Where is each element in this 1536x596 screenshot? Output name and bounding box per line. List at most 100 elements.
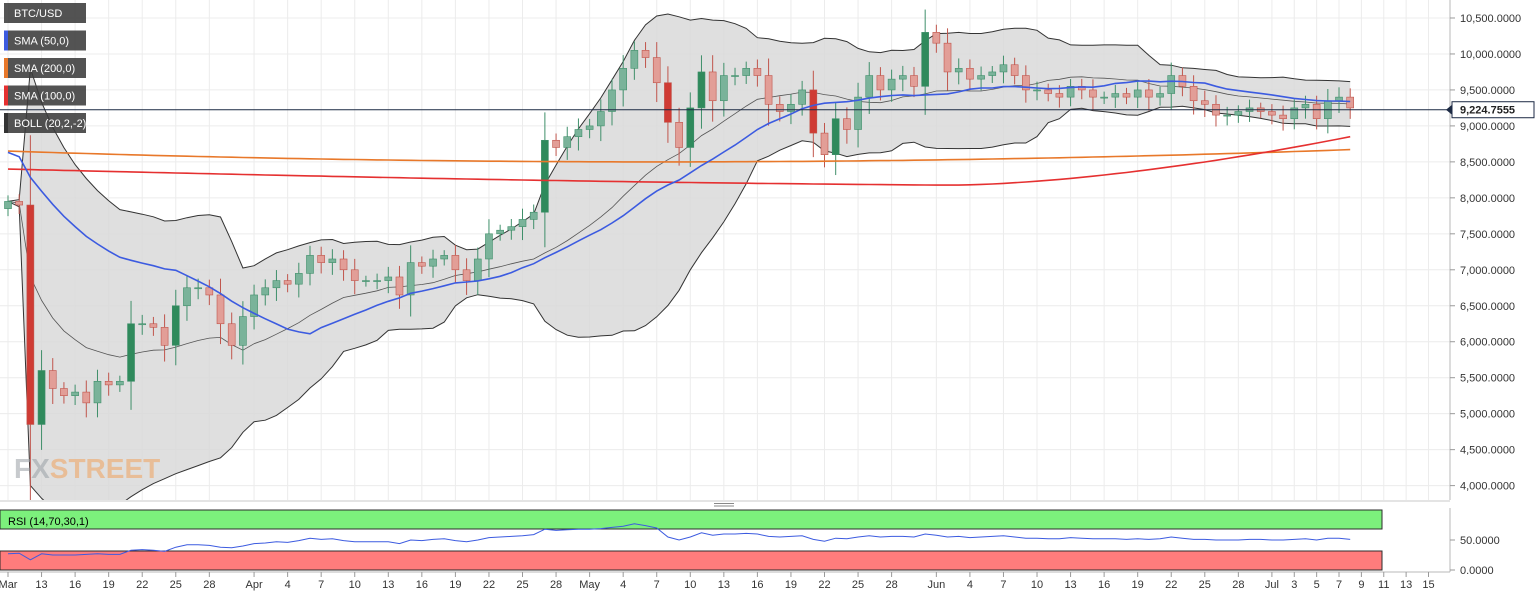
time-tick-label: 28 — [1232, 579, 1244, 591]
candle-body — [429, 258, 437, 267]
candle-body — [4, 201, 12, 209]
candle-body — [183, 287, 191, 307]
price-tick-label: 5,500.0000 — [1460, 373, 1515, 385]
price-tick-label: 6,500.0000 — [1460, 301, 1515, 313]
candle-body — [764, 75, 773, 105]
sma-50-line — [7, 80, 1351, 335]
time-tick-label: 13 — [1064, 579, 1076, 591]
legend-color-swatch — [4, 30, 8, 51]
sma-200-line — [7, 148, 1351, 163]
price-tick-label: 8,500.0000 — [1460, 157, 1515, 169]
watermark-part1: FX — [14, 453, 50, 484]
candle-body — [865, 75, 874, 98]
candle-body — [71, 391, 79, 396]
bollinger-lower-line — [7, 105, 1351, 500]
candle-body — [966, 68, 974, 80]
candle-body — [1335, 96, 1343, 102]
time-tick-label: 19 — [449, 579, 461, 591]
time-tick-label: Apr — [246, 579, 263, 591]
time-tick-label: May — [579, 579, 600, 591]
legend-color-swatch — [4, 3, 8, 23]
candle-body — [451, 255, 460, 271]
price-tick-label: 10,500.0000 — [1460, 13, 1521, 25]
legend-item-label: BOLL (20,2,-2) — [14, 118, 86, 130]
legend-item-label: SMA (100,0) — [14, 91, 75, 103]
candle-body — [261, 287, 270, 296]
candle-body — [272, 280, 281, 289]
price-tick-label: 9,000.0000 — [1460, 121, 1515, 133]
legend-item[interactable]: BOLL (20,2,-2) — [4, 113, 86, 133]
time-tick-label: 22 — [136, 579, 148, 591]
candle-body — [597, 111, 605, 127]
candle-body — [473, 258, 482, 281]
candle-body — [328, 258, 337, 263]
candle-body — [686, 107, 695, 148]
candle-body — [1167, 75, 1176, 94]
rsi-oversold-zone — [0, 550, 1383, 571]
legend-item-bg — [4, 30, 86, 51]
legend-item[interactable]: SMA (200,0) — [4, 58, 86, 78]
current-price-label: 9,224.7555 — [1446, 101, 1535, 119]
legend-item-label: SMA (200,0) — [14, 63, 75, 75]
time-tick-label: 7 — [1336, 579, 1342, 591]
rsi-axis: 0.0000 50.0000 — [1450, 535, 1500, 577]
price-tick-label: 4,500.0000 — [1460, 445, 1515, 457]
legend-item-label: BTC/USD — [14, 8, 62, 20]
indicator-legend[interactable]: BTC/USD SMA (50,0) SMA (200,0) SMA (100,0) B… — [4, 3, 86, 133]
price-tick-label: 9,500.0000 — [1460, 85, 1515, 97]
candle-body — [82, 391, 91, 404]
candle-body — [216, 294, 225, 325]
rsi-label: RSI (14,70,30,1) — [8, 516, 89, 528]
candle-body — [507, 226, 516, 231]
candle-body — [1234, 111, 1243, 116]
time-tick-label: Mar — [0, 579, 18, 591]
candle-body — [362, 280, 370, 282]
candle-body — [1290, 107, 1299, 120]
legend-item-bg — [4, 113, 86, 133]
candle-body — [406, 262, 415, 296]
price-tick-label: 5,000.0000 — [1460, 409, 1515, 421]
price-tick-label: 10,000.0000 — [1460, 49, 1521, 61]
candle-body — [932, 32, 941, 44]
candle-body — [339, 258, 348, 271]
candle-body — [910, 75, 918, 87]
time-tick-label: 5 — [1314, 579, 1320, 591]
candle-body — [1010, 64, 1019, 76]
time-tick-label: 4 — [285, 579, 291, 591]
candle-body — [820, 132, 829, 155]
time-tick-label: Jul — [1265, 579, 1279, 591]
candle-body — [854, 96, 862, 130]
time-tick-label: 11 — [1378, 579, 1389, 591]
legend-item[interactable]: BTC/USD — [4, 3, 86, 23]
candle-body — [127, 323, 135, 382]
pane-resize-handle[interactable] — [714, 503, 734, 507]
rsi-overbought-zone — [0, 509, 1383, 530]
price-tick-label: 7,500.0000 — [1460, 229, 1515, 241]
candle-body — [485, 233, 493, 260]
time-tick-label: 4 — [967, 579, 973, 591]
candle-body — [138, 323, 147, 326]
time-tick-label: 7 — [318, 579, 324, 591]
candle-body — [1189, 86, 1198, 102]
svg-text:FXSTREET: FXSTREET — [14, 453, 160, 484]
time-tick-label: 16 — [751, 579, 763, 591]
candle-body — [306, 255, 314, 274]
candle-body — [977, 75, 985, 80]
time-tick-label: 13 — [718, 579, 730, 591]
candle-body — [317, 255, 325, 263]
candle-body — [518, 219, 527, 227]
candle-body — [697, 71, 706, 109]
time-tick-label: 19 — [103, 579, 115, 591]
time-tick-label: 28 — [885, 579, 897, 591]
candle-body — [574, 129, 583, 137]
legend-item[interactable]: SMA (50,0) — [4, 30, 86, 51]
legend-color-swatch — [4, 58, 8, 78]
candle-body — [1133, 89, 1142, 98]
time-tick-label: 28 — [550, 579, 562, 591]
time-tick-label: 7 — [654, 579, 660, 591]
candle-body — [954, 68, 963, 73]
candle-body — [373, 280, 381, 282]
candle-body — [641, 50, 650, 58]
legend-item[interactable]: SMA (100,0) — [4, 85, 86, 106]
